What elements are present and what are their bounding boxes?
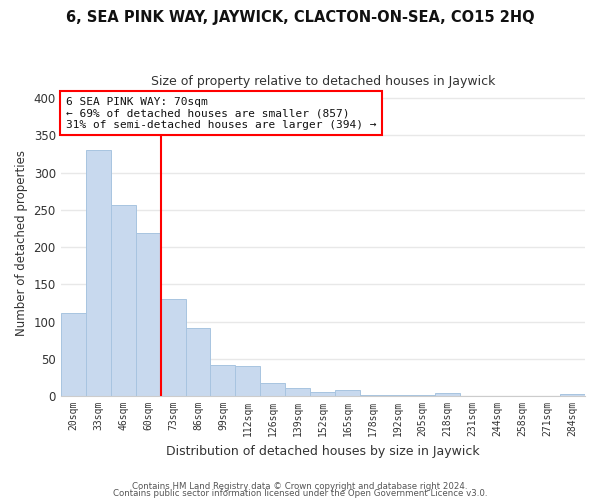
Text: 6, SEA PINK WAY, JAYWICK, CLACTON-ON-SEA, CO15 2HQ: 6, SEA PINK WAY, JAYWICK, CLACTON-ON-SEA… — [65, 10, 535, 25]
Bar — [335, 390, 360, 396]
Bar — [86, 150, 110, 396]
Bar — [110, 204, 136, 396]
Bar — [211, 365, 235, 396]
Bar — [235, 366, 260, 396]
Bar — [310, 392, 335, 396]
Bar — [260, 382, 286, 396]
Bar — [286, 388, 310, 396]
Bar — [435, 393, 460, 396]
Text: Contains public sector information licensed under the Open Government Licence v3: Contains public sector information licen… — [113, 490, 487, 498]
Text: 6 SEA PINK WAY: 70sqm
← 69% of detached houses are smaller (857)
31% of semi-det: 6 SEA PINK WAY: 70sqm ← 69% of detached … — [66, 96, 376, 130]
Bar — [185, 328, 211, 396]
Bar — [161, 299, 185, 396]
Bar — [61, 312, 86, 396]
Text: Contains HM Land Registry data © Crown copyright and database right 2024.: Contains HM Land Registry data © Crown c… — [132, 482, 468, 491]
Y-axis label: Number of detached properties: Number of detached properties — [15, 150, 28, 336]
X-axis label: Distribution of detached houses by size in Jaywick: Distribution of detached houses by size … — [166, 444, 479, 458]
Bar — [560, 394, 585, 396]
Title: Size of property relative to detached houses in Jaywick: Size of property relative to detached ho… — [151, 75, 495, 88]
Bar — [136, 233, 161, 396]
